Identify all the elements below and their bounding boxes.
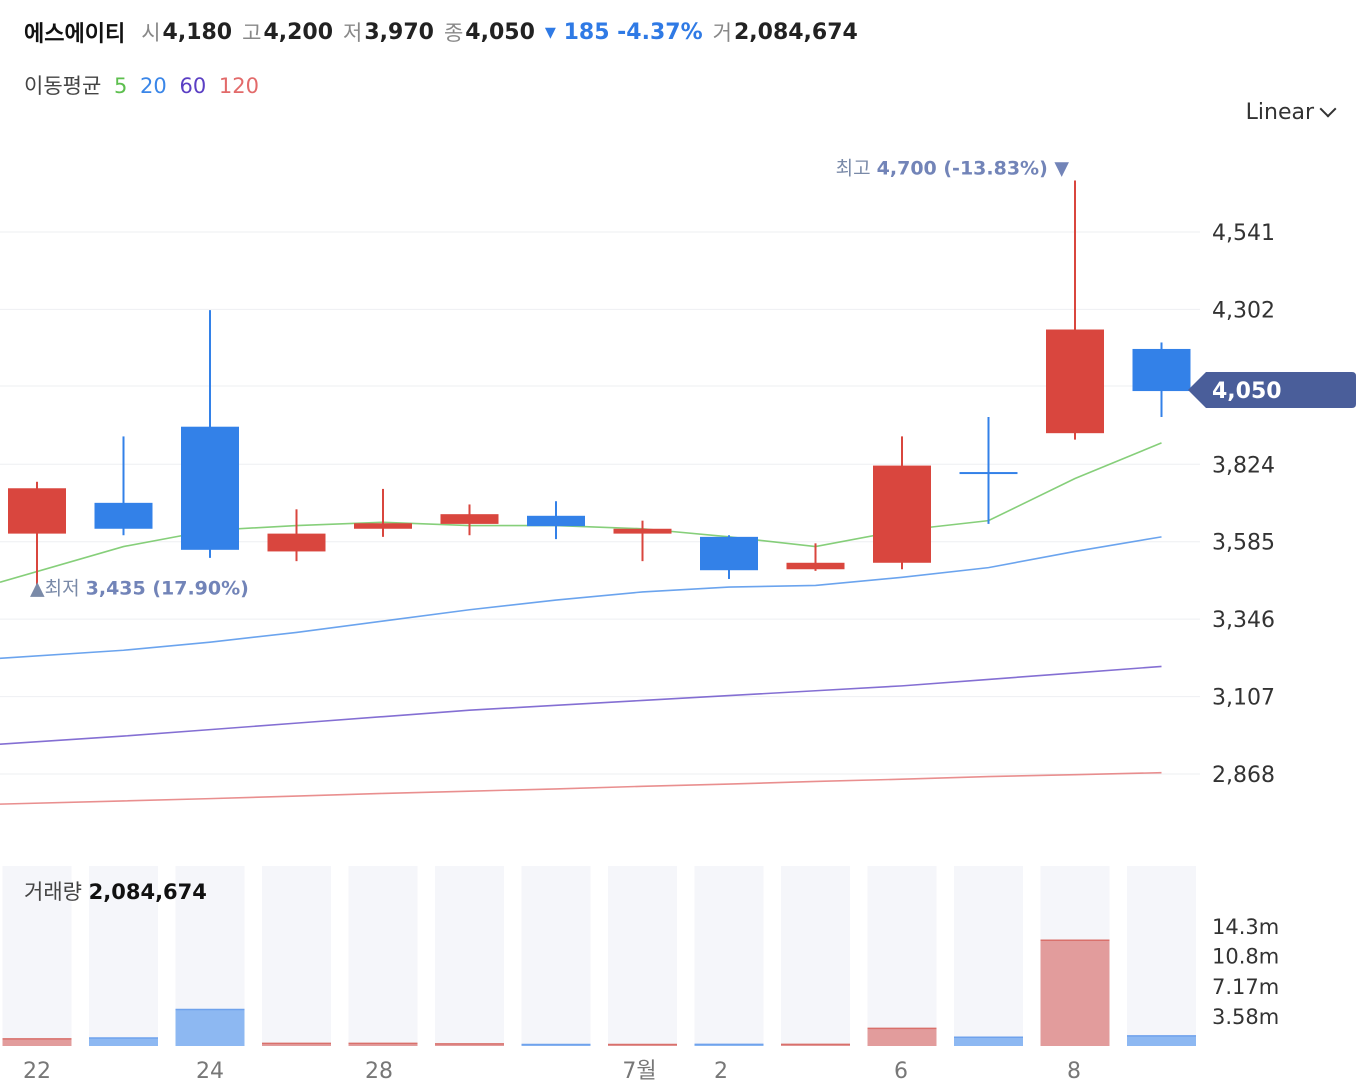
volume-slot [435,866,504,1046]
volume-slot [608,866,677,1046]
scale-select[interactable]: Linear [1245,100,1337,125]
stock-name: 에스에이티 [24,22,126,47]
volume-slot [521,866,591,1046]
low-label: 저 [343,21,363,45]
x-tick-label: 2 [714,1059,728,1084]
volume-bar [1040,940,1110,1046]
open-label: 시 [141,21,161,45]
candle-body [959,472,1018,475]
candle-body [267,533,326,552]
volume-bar [867,1028,937,1046]
ma-line-120 [0,771,1162,805]
candle-body [354,523,412,529]
ma-line-60 [0,665,1162,745]
y-tick-label: 3,824 [1212,453,1275,478]
low-value: 3,970 [364,19,434,45]
volume-bar [521,1044,591,1046]
x-tick-label: 7월 [622,1059,656,1084]
volume-label: 거 [712,21,732,45]
close-value: 4,050 [465,19,535,45]
y-tick-label: 3,585 [1212,531,1275,556]
candle-body [181,426,239,550]
y-tick-label: 4,541 [1212,221,1275,246]
quote-header: 에스에이티 시 4,180 고 4,200 저 3,970 종 4,050 ▾ … [24,14,868,50]
current-price-label: 4,050 [1212,379,1282,404]
volume-tick-label: 10.8m [1212,944,1279,968]
ma-legend-label: 이동평균 [24,74,102,98]
candle-body [1046,329,1104,434]
candle-body [873,465,931,563]
ma-legend-5[interactable]: 5 [113,74,128,98]
moving-average-legend: 이동평균 5 20 60 120 [24,70,265,100]
candle-body [527,515,585,527]
volume-bar [1127,1035,1196,1046]
open-value: 4,180 [162,19,233,45]
high-value: 4,200 [263,19,334,45]
ma-legend-20[interactable]: 20 [140,74,167,98]
low-annotation: ▲최저 3,435 (17.90%) [30,577,249,599]
candle-body [786,562,845,570]
volume-slot [694,866,764,1046]
volume-label: 거래량 2,084,674 [24,880,207,904]
volume-bar [2,1038,72,1046]
volume-bar [608,1044,677,1046]
ma-legend-60[interactable]: 60 [179,74,207,98]
x-tick-label: 6 [894,1059,908,1084]
volume-bar [781,1044,850,1046]
x-tick-label: 8 [1067,1059,1081,1084]
volume-slot [262,866,331,1046]
volume-slot [781,866,850,1046]
volume-tick-label: 3.58m [1212,1005,1279,1029]
volume-tick-label: 7.17m [1212,975,1279,999]
volume-slot [348,866,418,1046]
scale-select-value: Linear [1245,100,1314,125]
volume-slot [867,866,937,1046]
ma-legend-120[interactable]: 120 [218,74,259,98]
close-label: 종 [443,21,464,45]
ma-line-20 [0,536,1162,660]
volume-slot [2,866,72,1046]
x-tick-label: 24 [196,1059,224,1084]
candle-body [94,502,153,529]
candle-body [613,528,672,534]
volume-tick-label: 14.3m [1212,915,1279,939]
volume-bar [89,1038,158,1046]
y-tick-label: 4,302 [1212,298,1275,323]
volume-slot [1127,866,1196,1046]
candle-body [700,536,758,571]
x-tick-label: 28 [365,1059,393,1084]
volume-bar [262,1043,331,1046]
volume-bar [175,1009,245,1046]
volume-bar [954,1037,1023,1046]
y-tick-label: 3,346 [1212,608,1275,633]
candle-body [8,488,66,534]
high-annotation: 최고 4,700 (-13.83%) ▼ [836,157,1070,179]
x-tick-label: 22 [23,1059,51,1084]
volume-slot [954,866,1023,1046]
volume-bar [348,1043,418,1046]
candle-body [440,514,499,524]
volume-value: 2,084,674 [733,19,858,45]
y-tick-label: 3,107 [1212,686,1275,711]
current-price-tag [1188,372,1356,408]
y-tick-label: 2,868 [1212,763,1275,788]
change-value: ▾ 185 -4.37% [544,19,703,45]
candle-body [1132,348,1191,392]
volume-slot [89,866,158,1046]
volume-bar [694,1044,764,1046]
volume-bar [435,1043,504,1046]
high-label: 고 [242,21,262,45]
